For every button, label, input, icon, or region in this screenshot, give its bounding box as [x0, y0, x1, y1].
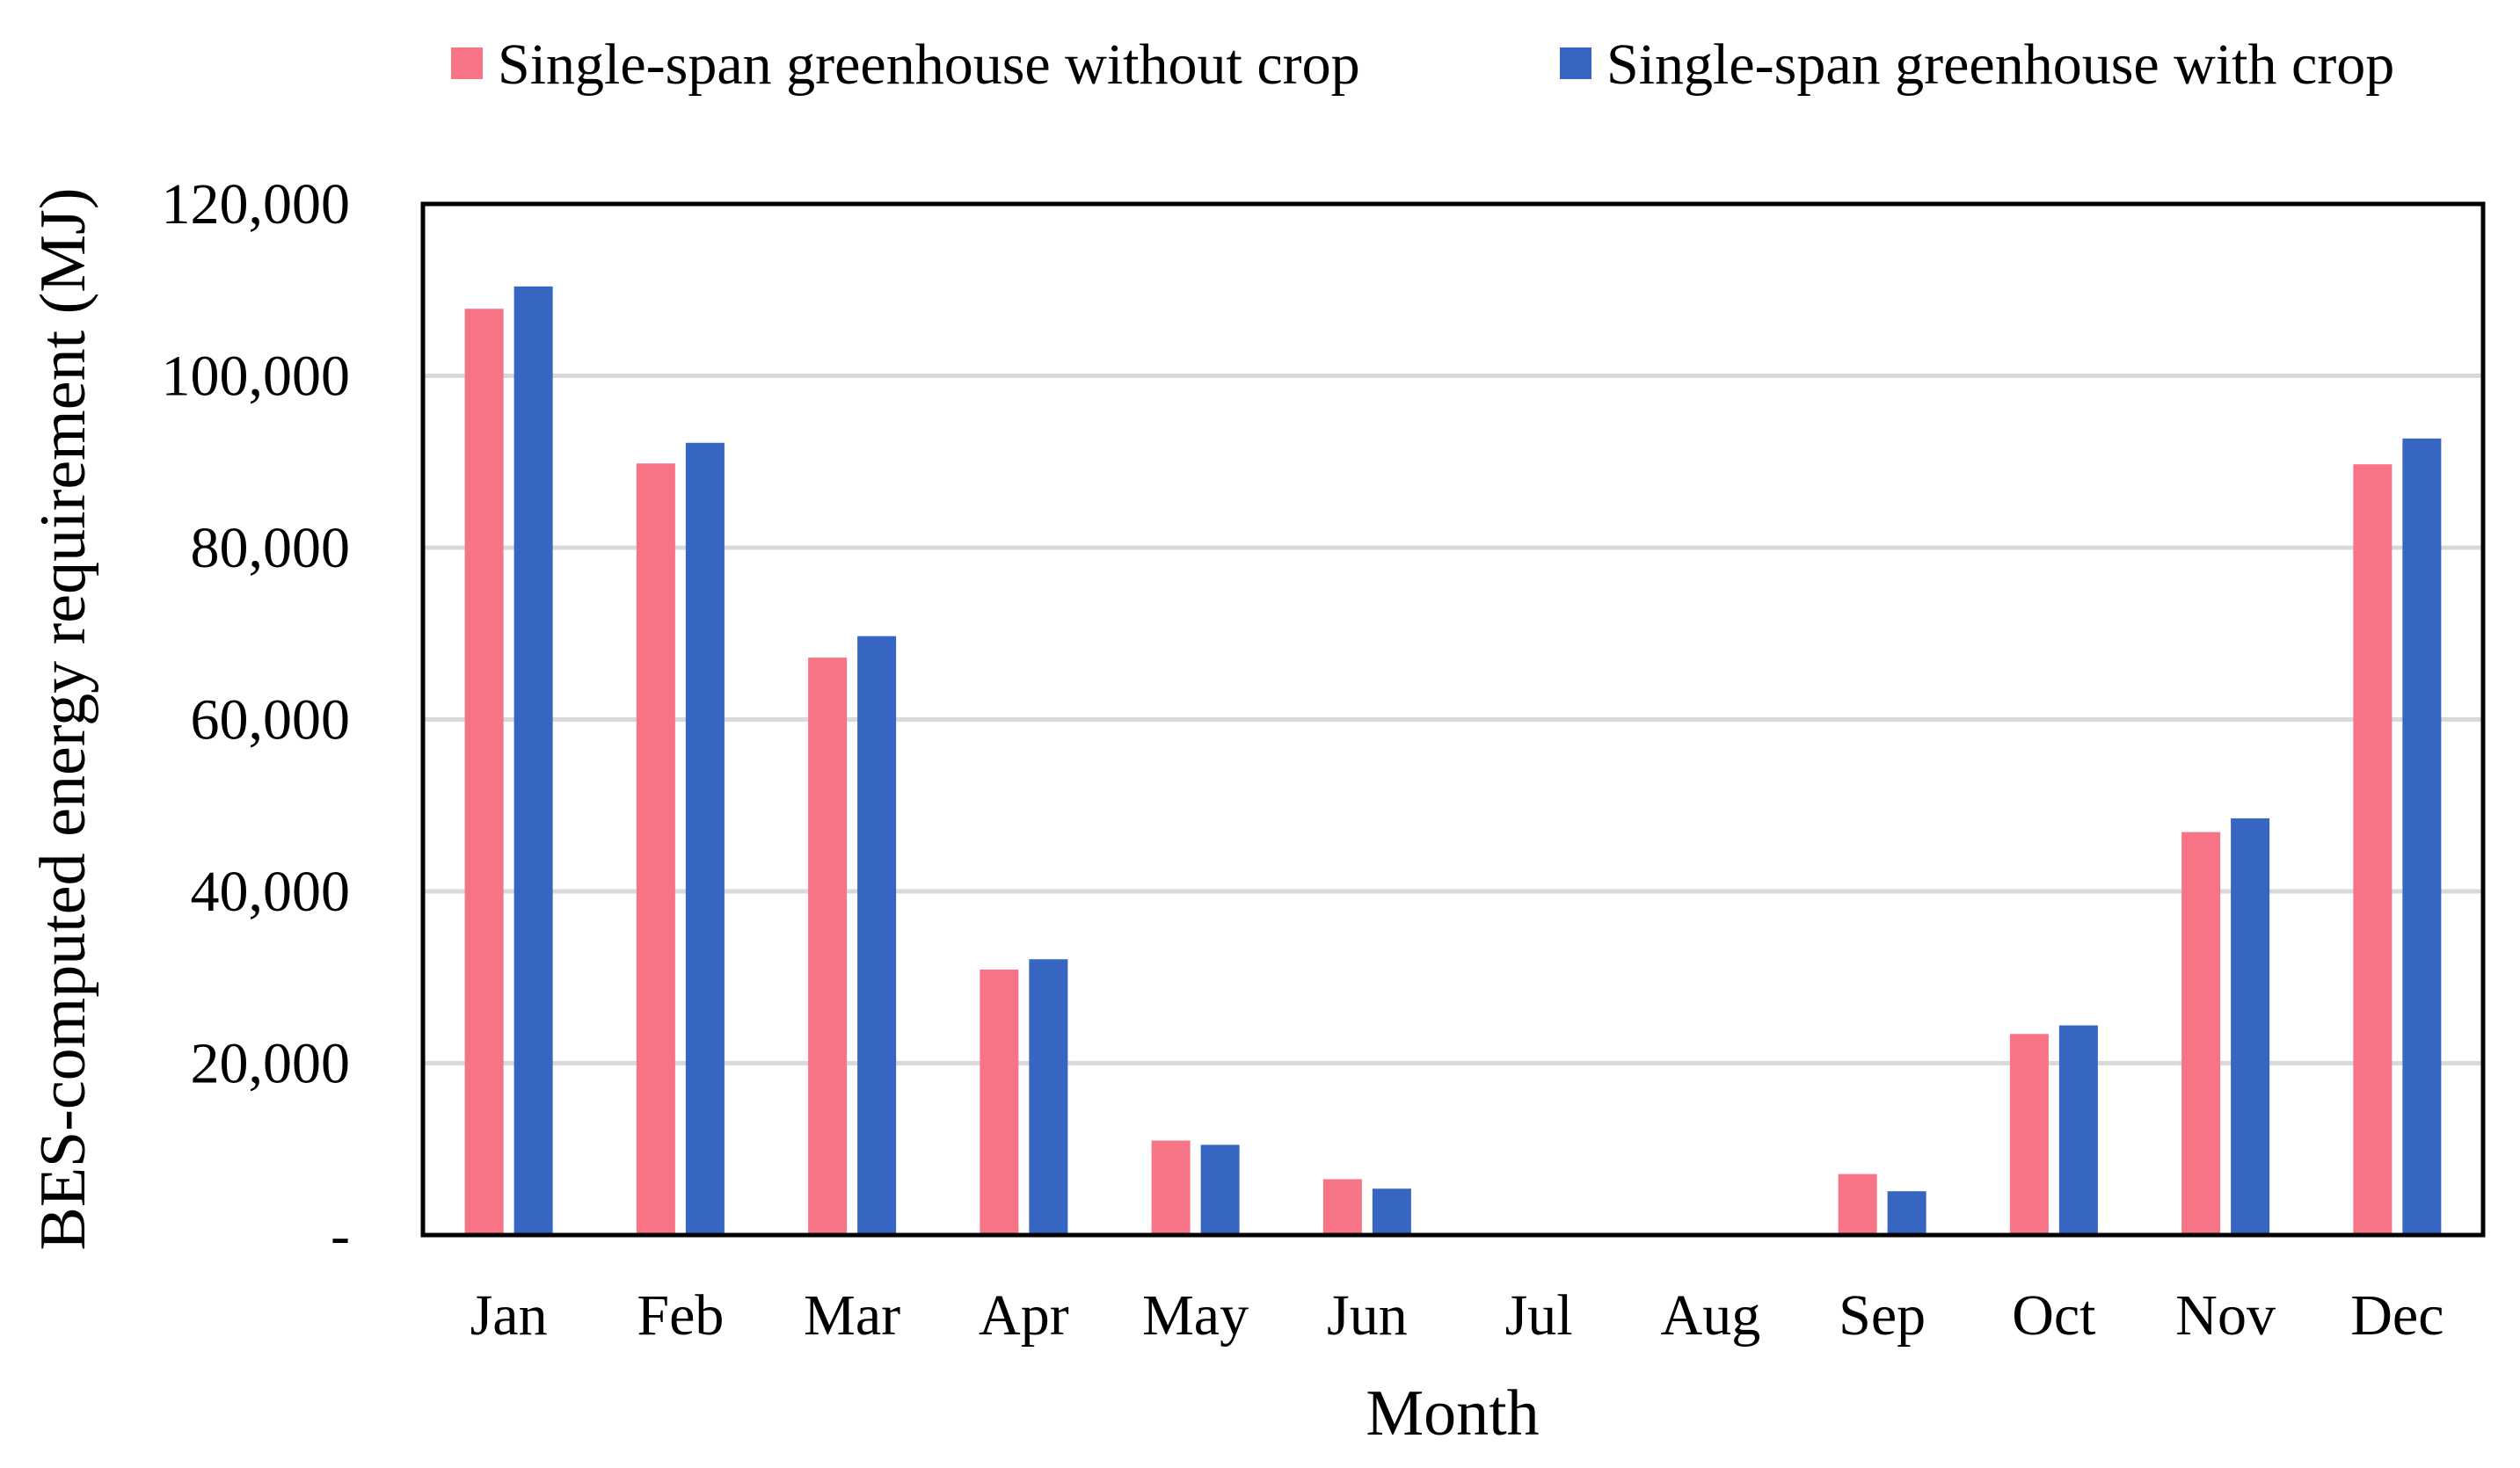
x-tick-label: Apr [979, 1283, 1069, 1348]
y-tick-label: 60,000 [191, 688, 351, 752]
bar-jan-series-1 [464, 309, 504, 1235]
x-tick-label: Oct [2012, 1283, 2095, 1348]
bar-dec-series-1 [2353, 464, 2393, 1235]
legend: Single-span greenhouse without crop Singl… [451, 33, 2394, 97]
bar-feb-series-2 [685, 442, 725, 1235]
bars [464, 286, 2442, 1236]
bar-jun-series-2 [1372, 1188, 1411, 1235]
bar-jun-series-1 [1322, 1179, 1362, 1235]
x-tick-label: Mar [804, 1283, 900, 1348]
gridlines [423, 374, 2483, 1065]
y-tick-label: 120,000 [162, 172, 351, 236]
legend-label-2: Single-span greenhouse with crop [1606, 33, 2394, 97]
bar-oct-series-1 [2009, 1034, 2049, 1235]
bar-dec-series-2 [2402, 438, 2442, 1235]
x-tick-label: Feb [637, 1283, 724, 1348]
bar-sep-series-1 [1838, 1174, 1877, 1235]
y-tick-label: 80,000 [191, 516, 351, 580]
y-tick-label: 40,000 [191, 860, 351, 924]
bar-mar-series-2 [857, 636, 897, 1235]
legend-label-1: Single-span greenhouse without crop [498, 33, 1360, 97]
bar-may-series-2 [1200, 1145, 1240, 1235]
bar-jan-series-2 [513, 286, 553, 1236]
x-tick-label: Dec [2350, 1283, 2444, 1348]
y-axis-label: BES-computed energy requirement (MJ) [27, 187, 99, 1250]
bar-sep-series-2 [1887, 1191, 1926, 1235]
x-tick-label: Jan [470, 1283, 548, 1348]
bar-apr-series-1 [980, 969, 1019, 1235]
x-tick-label: Sep [1839, 1283, 1926, 1348]
bar-nov-series-1 [2181, 832, 2221, 1235]
x-tick-label: Nov [2175, 1283, 2276, 1348]
bar-nov-series-2 [2231, 818, 2270, 1235]
bar-may-series-1 [1151, 1140, 1191, 1235]
plot-frame [420, 201, 2486, 1238]
x-axis-label: Month [1366, 1377, 1539, 1450]
legend-swatch-1 [451, 47, 483, 79]
y-tick-label: - [331, 1203, 350, 1268]
x-axis-ticks: Jan Feb Mar Apr May Jun Jul Aug Sep Oct Nov Dec [470, 1283, 2444, 1348]
y-tick-label: 20,000 [191, 1032, 351, 1096]
bar-oct-series-2 [2058, 1025, 2098, 1235]
x-tick-label: May [1142, 1283, 1249, 1348]
y-axis-ticks: - 20,000 40,000 60,000 80,000 100,000 120,000 [162, 172, 351, 1268]
bar-apr-series-2 [1029, 959, 1068, 1235]
x-tick-label: Jun [1327, 1283, 1408, 1348]
bar-feb-series-1 [636, 463, 675, 1235]
x-tick-label: Aug [1661, 1283, 1761, 1348]
bar-mar-series-1 [808, 658, 848, 1235]
y-tick-label: 100,000 [162, 345, 351, 409]
x-tick-label: Jul [1505, 1283, 1573, 1348]
legend-swatch-2 [1560, 47, 1591, 79]
